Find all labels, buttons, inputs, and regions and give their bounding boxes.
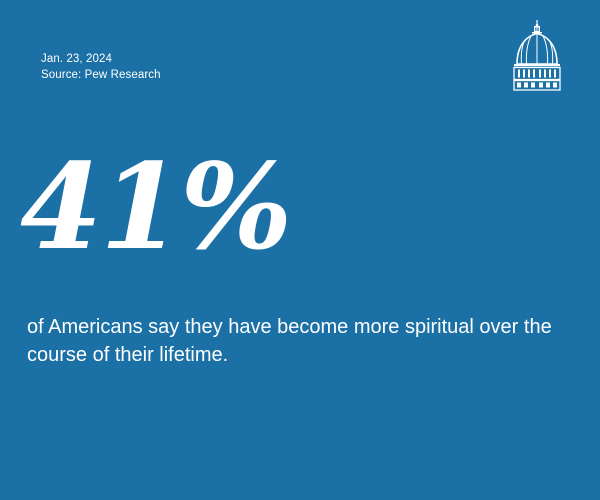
capitol-dome-icon xyxy=(513,20,561,91)
source-credit: Source: Pew Research xyxy=(41,69,161,81)
header-meta: Jan. 23, 2024 Source: Pew Research xyxy=(41,51,161,83)
statistic-value: 41% xyxy=(20,137,292,276)
publish-date: Jan. 23, 2024 xyxy=(41,53,112,65)
statistic-description: of Americans say they have become more s… xyxy=(27,316,552,366)
